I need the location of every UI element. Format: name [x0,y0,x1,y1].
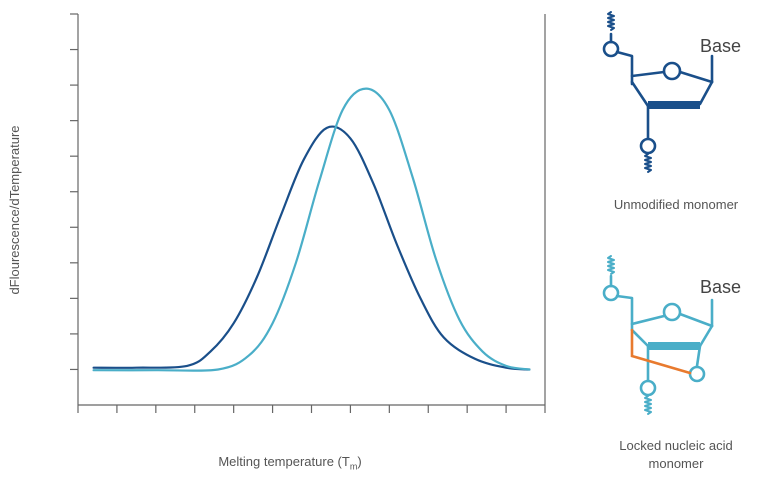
unmodified-base-label: Base [700,36,741,56]
chart-curves [92,87,531,372]
x-axis-label: Melting temperature (Tm) [218,454,362,472]
lna-caption-line1: Locked nucleic acid [619,438,733,453]
series-line-unmodified [92,125,531,371]
bond-c2-c1 [698,80,714,106]
chart-axes [70,13,546,413]
lna-o5-ring [602,284,620,302]
lna-bond-c4-c3 [630,328,650,348]
lna-bond-c4-o [630,314,666,326]
lna-bond-c2-c1 [698,324,714,348]
bridge-line [630,328,692,375]
y-axis-label: dFlourescence/dTemperature [7,125,22,295]
lna-monomer-caption: Locked nucleic acid monomer [578,437,774,473]
lna-base-label: Base [700,277,741,297]
lna-monomer-structure [602,255,714,415]
bond-c3-c2-bold [648,101,700,109]
o3-ring [639,137,657,155]
unmodified-monomer-structure [602,11,714,173]
x-axis-label-subscript: m [349,461,358,472]
x-axis-label-text: Melting temperature [218,454,334,469]
lna-methylene-bridge [630,328,692,375]
squiggle-5prime [607,11,615,31]
bond-c4-o [630,70,666,78]
lna-bond-c5 [615,294,634,332]
series-line-lna [92,87,531,372]
lna-ring-oxygen [662,302,682,322]
lna-o3-ring [639,379,657,397]
bond-o-c1 [678,70,714,84]
x-axis-label-symbol: T [341,454,350,469]
lna-caption-line2: monomer [648,456,704,471]
squiggle-3prime [644,153,652,173]
bond-c5 [615,50,634,86]
lna-squiggle-5prime [607,255,615,275]
o5-ring [602,40,620,58]
bond-c4-c3 [630,80,650,108]
lna-bond-o-c1 [678,312,714,328]
unmodified-monomer-caption: Unmodified monomer [613,197,739,212]
ring-oxygen [662,61,682,81]
lna-squiggle-3prime [644,395,652,415]
lna-bond-c2-o2 [695,344,702,368]
lna-o2-ring [688,365,706,383]
lna-bond-c3-c2-bold [648,342,700,350]
